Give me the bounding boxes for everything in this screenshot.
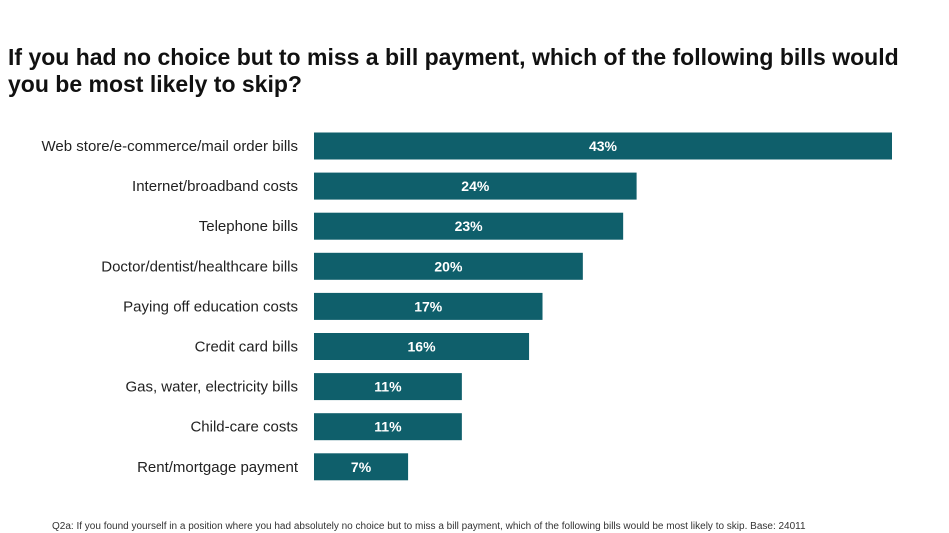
category-label-telephone-bills: Telephone bills [199, 218, 298, 235]
bar-child-care-costs [314, 413, 462, 441]
value-label-credit-card-bills: 16% [408, 339, 437, 355]
category-label-paying-off-education-costs: Paying off education costs [123, 298, 298, 315]
value-label-telephone-bills: 23% [455, 218, 484, 234]
bar-credit-card-bills [314, 333, 530, 360]
value-label-internet-broadband-costs: 24% [461, 178, 490, 194]
bar-telephone-bills [314, 212, 624, 240]
footnote: Q2a: If you found yourself in a position… [52, 521, 806, 532]
category-label-web-store-e-commerce-mail-order-bills: Web store/e-commerce/mail order bills [42, 138, 298, 155]
bars-group: Web store/e-commerce/mail order bills 43%… [42, 132, 892, 481]
value-label-child-care-costs: 11% [374, 419, 402, 435]
category-label-credit-card-bills: Credit card bills [195, 339, 298, 356]
bar-gas-water-electricity-bills [314, 373, 462, 401]
category-label-child-care-costs: Child-care costs [190, 419, 298, 436]
bar-web-store-e-commerce-mail-order-bills [314, 132, 892, 160]
value-label-gas-water-electricity-bills: 11% [374, 379, 402, 395]
chart-title: If you had no choice but to miss a bill … [8, 44, 899, 97]
category-label-doctor-dentist-healthcare-bills: Doctor/dentist/healthcare bills [101, 258, 298, 275]
bar-doctor-dentist-healthcare-bills [314, 252, 583, 280]
category-label-gas-water-electricity-bills: Gas, water, electricity bills [125, 379, 298, 396]
value-label-doctor-dentist-healthcare-bills: 20% [434, 258, 463, 274]
value-label-rent-mortgage-payment: 7% [351, 459, 372, 475]
value-label-web-store-e-commerce-mail-order-bills: 43% [589, 138, 618, 154]
value-label-paying-off-education-costs: 17% [414, 298, 443, 314]
bar-internet-broadband-costs [314, 172, 637, 200]
bar-paying-off-education-costs [314, 292, 543, 320]
category-label-rent-mortgage-payment: Rent/mortgage payment [137, 459, 299, 476]
category-label-internet-broadband-costs: Internet/broadband costs [132, 178, 298, 195]
bar-rent-mortgage-payment [314, 453, 409, 481]
